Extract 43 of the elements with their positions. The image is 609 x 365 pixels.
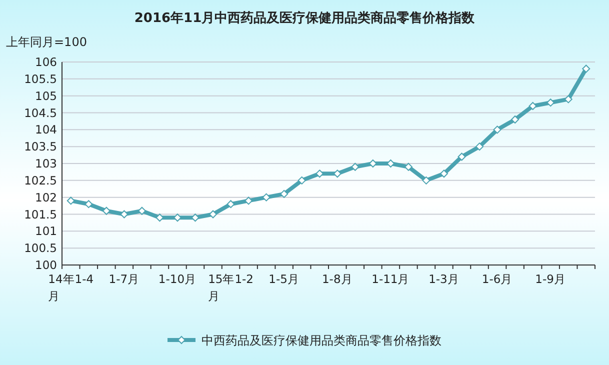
- legend-label: 中西药品及医疗保健用品类商品零售价格指数: [202, 334, 442, 348]
- y-tick-label: 105: [35, 88, 57, 103]
- y-axis-title: 上年同月=100: [6, 35, 87, 49]
- y-tick-label: 104.5: [24, 106, 57, 120]
- point: [528, 102, 537, 110]
- point: [298, 176, 306, 184]
- y-tick-label: 106: [35, 55, 57, 69]
- x-tick-label: 14年1-4月: [48, 272, 94, 303]
- point: [66, 196, 75, 205]
- x-tick-label: 1-8月: [322, 272, 353, 286]
- x-tick-label: 1-6月: [482, 272, 513, 286]
- y-tick-label: 103: [35, 156, 57, 170]
- point: [209, 210, 218, 218]
- x-tick-label: 1-11月: [372, 272, 410, 286]
- x-tick-label: 1-10月: [158, 272, 197, 286]
- point: [422, 176, 430, 184]
- point: [84, 200, 93, 208]
- x-tick-label: 1-9月: [535, 272, 566, 286]
- y-tick-label: 102: [35, 190, 57, 204]
- x-tick-label: 1-5月: [268, 272, 300, 286]
- point: [458, 152, 466, 161]
- point: [582, 64, 590, 73]
- y-tick-label: 101: [35, 224, 57, 238]
- y-tick-label: 101.5: [24, 207, 57, 222]
- point: [280, 190, 288, 198]
- point: [511, 116, 520, 124]
- y-tick-label: 105.5: [24, 72, 57, 86]
- point: [493, 126, 502, 134]
- x-tick-label: 1-7月: [108, 272, 140, 286]
- point: [191, 214, 200, 222]
- y-tick-label: 102.5: [24, 173, 57, 188]
- point: [476, 142, 484, 151]
- y-tick-label: 104: [35, 122, 57, 137]
- y-tick-label: 100: [35, 258, 57, 272]
- y-tick-label: 100.5: [24, 241, 57, 256]
- y-tick-label: 103.5: [24, 140, 57, 154]
- point: [440, 170, 448, 178]
- chart-title: 2016年11月中西药品及医疗保健用品类商品零售价格指数: [134, 10, 476, 26]
- point: [102, 206, 110, 215]
- point: [226, 200, 235, 208]
- x-tick-label: 15年1-2月: [208, 272, 254, 303]
- point: [351, 162, 360, 171]
- x-tick-label: 1-3月: [428, 272, 460, 286]
